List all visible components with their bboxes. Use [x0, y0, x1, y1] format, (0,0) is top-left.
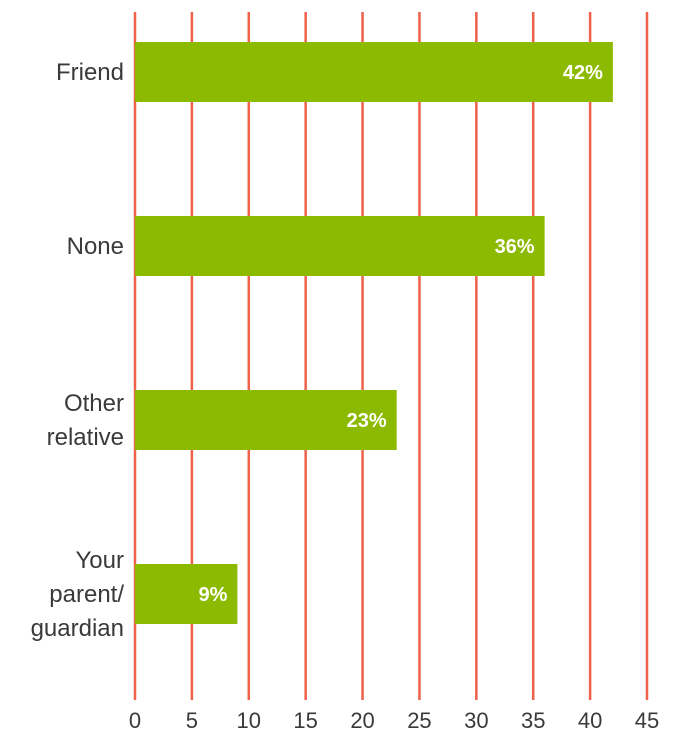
category-label-line: parent/	[49, 581, 124, 608]
bar-3	[135, 564, 238, 624]
category-label-line: guardian	[31, 615, 124, 642]
category-label-line: Other	[64, 390, 124, 417]
bar-1	[135, 216, 545, 276]
category-label-line: Friend	[56, 59, 124, 86]
x-tick-label-30: 30	[464, 708, 488, 733]
x-tick-label-25: 25	[407, 708, 431, 733]
category-label-1: None	[67, 233, 124, 260]
data-label-3: 9%	[198, 584, 227, 606]
gridlines	[133, 12, 649, 700]
category-label-line: Your	[76, 547, 125, 574]
category-label-0: Friend	[56, 59, 124, 86]
x-tick-label-35: 35	[521, 708, 545, 733]
data-label-2: 23%	[347, 410, 387, 432]
x-tick-label-40: 40	[578, 708, 602, 733]
x-tick-label-20: 20	[350, 708, 374, 733]
category-label-line: None	[67, 233, 124, 260]
bars: 42% 36% 23% 9%	[135, 42, 613, 624]
data-label-0: 42%	[563, 62, 603, 84]
x-tick-label-15: 15	[293, 708, 317, 733]
bar-0	[135, 42, 613, 102]
category-labels: Friend None Other relative Your parent/guardi…	[31, 59, 125, 642]
category-label-3: Your parent/guardian	[31, 547, 125, 642]
x-axis-tick-labels: 0 5 10 15 20 25 30 35 40 45	[129, 708, 659, 733]
x-tick-label-0: 0	[129, 708, 141, 733]
data-label-1: 36%	[495, 236, 535, 258]
x-tick-label-5: 5	[186, 708, 198, 733]
bar-2	[135, 390, 397, 450]
x-tick-label-45: 45	[635, 708, 659, 733]
category-label-2: Other relative	[47, 390, 124, 451]
category-label-line: relative	[47, 424, 124, 451]
x-tick-label-10: 10	[237, 708, 261, 733]
